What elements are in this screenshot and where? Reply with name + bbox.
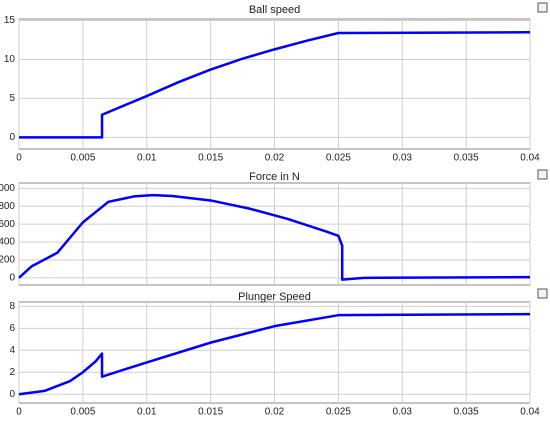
x-tick-label: 0.015 bbox=[198, 407, 223, 418]
x-tick-label: 0.005 bbox=[70, 407, 95, 418]
y-tick-label: 2 bbox=[9, 367, 15, 378]
restore-button[interactable] bbox=[537, 2, 548, 13]
x-tick-label: 0.02 bbox=[265, 407, 285, 418]
x-tick-label: 0.04 bbox=[520, 407, 540, 418]
x-tick-label: 0.025 bbox=[326, 407, 351, 418]
x-tick-label: 0.035 bbox=[454, 407, 479, 418]
x-tick-label: 0.03 bbox=[393, 153, 413, 164]
restore-button[interactable] bbox=[537, 169, 548, 180]
y-tick-label: 5 bbox=[9, 93, 15, 104]
y-tick-label: 4 bbox=[9, 345, 15, 356]
y-tick-label: 0 bbox=[9, 272, 15, 283]
panel-buttons bbox=[537, 2, 548, 299]
data-line bbox=[19, 30, 531, 139]
x-tick-label: 0.025 bbox=[326, 153, 351, 164]
x-tick-label: 0.015 bbox=[198, 153, 223, 164]
x-tick-label: 0.005 bbox=[70, 153, 95, 164]
x-tick-label: 0.02 bbox=[265, 153, 285, 164]
y-tick-label: 800 bbox=[0, 201, 15, 212]
restore-button[interactable] bbox=[537, 288, 548, 299]
x-tick-label: 0.035 bbox=[454, 153, 479, 164]
y-tick-label: 200 bbox=[0, 255, 15, 266]
chart-title: Force in N bbox=[249, 171, 300, 183]
y-tick-label: 6 bbox=[9, 323, 15, 334]
x-tick-label: 0 bbox=[16, 153, 22, 164]
y-tick-label: 600 bbox=[0, 219, 15, 230]
y-tick-label: 1000 bbox=[0, 183, 15, 194]
y-tick-label: 15 bbox=[4, 15, 16, 26]
x-tick-label: 0.03 bbox=[393, 407, 413, 418]
chart-title: Ball speed bbox=[249, 4, 300, 16]
x-tick-label: 0 bbox=[16, 407, 22, 418]
y-tick-label: 10 bbox=[4, 54, 16, 65]
data-line bbox=[18, 312, 531, 396]
y-tick-label: 400 bbox=[0, 237, 15, 248]
x-tick-label: 0.01 bbox=[137, 153, 157, 164]
y-tick-label: 0 bbox=[9, 389, 15, 400]
y-tick-label: 0 bbox=[9, 132, 15, 143]
chart-title: Plunger Speed bbox=[238, 291, 311, 303]
data-line bbox=[18, 193, 531, 281]
x-tick-label: 0.04 bbox=[520, 153, 540, 164]
y-tick-label: 8 bbox=[9, 301, 15, 312]
x-tick-label: 0.01 bbox=[137, 407, 157, 418]
